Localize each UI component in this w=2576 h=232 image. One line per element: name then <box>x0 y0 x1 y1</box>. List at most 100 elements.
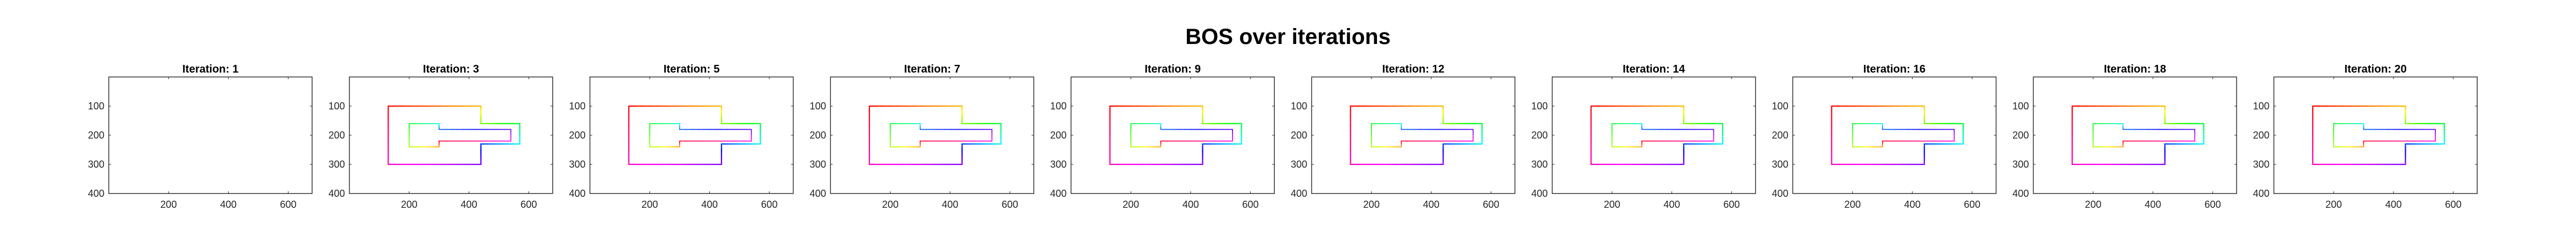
axes-box <box>1311 76 1515 194</box>
axes-box <box>2033 76 2238 194</box>
y-tick-label: 100 <box>569 101 586 112</box>
axes-box <box>1552 76 1756 194</box>
x-tick-label: 600 <box>1483 199 1499 210</box>
bos-shape <box>2312 105 2445 165</box>
y-tick-label: 100 <box>1291 101 1307 112</box>
y-tick-label: 300 <box>809 159 826 170</box>
y-tick-label: 200 <box>2253 130 2269 141</box>
bos-shape <box>1350 105 1483 165</box>
x-tick-label: 400 <box>701 199 718 210</box>
y-tick-label: 300 <box>329 159 345 170</box>
y-tick-label: 300 <box>1531 159 1548 170</box>
y-tick-label: 400 <box>1050 188 1067 199</box>
x-tick-label: 200 <box>401 199 418 210</box>
bos-shape <box>387 105 521 165</box>
subplot-iteration-18: Iteration: 18 200 400 600 100 200 300 400 <box>2012 63 2238 210</box>
y-tick-label: 300 <box>88 159 104 170</box>
y-tick-label: 400 <box>809 188 826 199</box>
x-tick-label: 600 <box>520 199 537 210</box>
bos-shape <box>1109 105 1242 165</box>
y-tick-label: 400 <box>88 188 104 199</box>
y-tick-label: 100 <box>329 101 345 112</box>
subplot-title: Iteration: 5 <box>663 63 719 75</box>
y-tick-label: 100 <box>88 101 104 112</box>
x-tick-label: 400 <box>1182 199 1199 210</box>
y-tick-label: 400 <box>1531 188 1548 199</box>
y-tick-label: 200 <box>569 130 586 141</box>
figure-title: BOS over iterations <box>1185 25 1390 49</box>
subplot-title: Iteration: 14 <box>1623 63 1685 75</box>
x-tick-label: 600 <box>2205 199 2221 210</box>
x-tick-label: 200 <box>1604 199 1620 210</box>
x-tick-label: 400 <box>1423 199 1440 210</box>
subplot-iteration-1: Iteration: 1 200 400 600 100 200 300 400 <box>88 63 313 210</box>
x-tick-label: 200 <box>882 199 898 210</box>
x-tick-label: 200 <box>160 199 177 210</box>
y-tick-label: 100 <box>1531 101 1548 112</box>
axes-box <box>830 76 1035 194</box>
y-tick-label: 200 <box>1291 130 1307 141</box>
y-tick-label: 300 <box>2012 159 2029 170</box>
y-tick-label: 100 <box>1050 101 1067 112</box>
subplot-iteration-3: Iteration: 3 200 400 600 100 200 300 400 <box>329 63 553 210</box>
axes-box <box>2273 76 2478 194</box>
x-tick-label: 400 <box>460 199 477 210</box>
bos-shape <box>869 105 1002 165</box>
x-tick-label: 200 <box>1844 199 1861 210</box>
x-tick-label: 600 <box>761 199 778 210</box>
x-tick-label: 400 <box>1663 199 1680 210</box>
subplot-title: Iteration: 20 <box>2345 63 2407 75</box>
bos-shape <box>2072 105 2205 165</box>
axes-box <box>589 76 794 194</box>
y-tick-label: 200 <box>88 130 104 141</box>
x-tick-label: 200 <box>2325 199 2342 210</box>
axes-box <box>349 76 553 194</box>
subplot-iteration-20: Iteration: 20 200 400 600 100 200 300 400 <box>2253 63 2478 210</box>
y-tick-label: 400 <box>329 188 345 199</box>
subplot-title: Iteration: 7 <box>904 63 960 75</box>
y-tick-label: 300 <box>569 159 586 170</box>
x-tick-label: 600 <box>1242 199 1259 210</box>
y-tick-label: 200 <box>329 130 345 141</box>
subplot-title: Iteration: 1 <box>182 63 238 75</box>
y-tick-label: 100 <box>809 101 826 112</box>
y-tick-label: 400 <box>1772 188 1789 199</box>
subplot-iteration-9: Iteration: 9 200 400 600 100 200 300 400 <box>1050 63 1275 210</box>
axes-box <box>1070 76 1275 194</box>
x-tick-label: 600 <box>1002 199 1018 210</box>
y-tick-label: 200 <box>1050 130 1067 141</box>
y-tick-label: 300 <box>1050 159 1067 170</box>
y-tick-label: 300 <box>1772 159 1789 170</box>
subplot-iteration-7: Iteration: 7 200 400 600 100 200 300 400 <box>809 63 1035 210</box>
x-tick-label: 600 <box>2445 199 2462 210</box>
x-tick-label: 600 <box>280 199 296 210</box>
subplot-title: Iteration: 3 <box>423 63 479 75</box>
x-tick-label: 400 <box>942 199 958 210</box>
y-tick-label: 400 <box>2012 188 2029 199</box>
x-tick-label: 600 <box>1964 199 1980 210</box>
axes-box <box>1792 76 1997 194</box>
x-tick-label: 600 <box>1723 199 1740 210</box>
subplot-title: Iteration: 18 <box>2104 63 2166 75</box>
y-tick-label: 200 <box>1531 130 1548 141</box>
subplot-iteration-12: Iteration: 12 200 400 600 100 200 300 400 <box>1291 63 1515 210</box>
subplot-title: Iteration: 16 <box>1863 63 1925 75</box>
y-tick-label: 400 <box>1291 188 1307 199</box>
subplot-title: Iteration: 12 <box>1382 63 1444 75</box>
x-tick-label: 400 <box>220 199 237 210</box>
bos-shape <box>628 105 761 165</box>
x-tick-label: 400 <box>2145 199 2161 210</box>
y-tick-label: 200 <box>1772 130 1789 141</box>
x-tick-label: 400 <box>2385 199 2402 210</box>
y-tick-label: 100 <box>2012 101 2029 112</box>
subplot-title: Iteration: 9 <box>1145 63 1201 75</box>
bos-shape <box>1831 105 1964 165</box>
y-tick-label: 200 <box>2012 130 2029 141</box>
y-tick-label: 400 <box>2253 188 2269 199</box>
y-tick-label: 100 <box>2253 101 2269 112</box>
x-tick-label: 400 <box>1904 199 1920 210</box>
axes-box <box>108 76 313 194</box>
bos-shape <box>1590 105 1724 165</box>
y-tick-label: 100 <box>1772 101 1789 112</box>
